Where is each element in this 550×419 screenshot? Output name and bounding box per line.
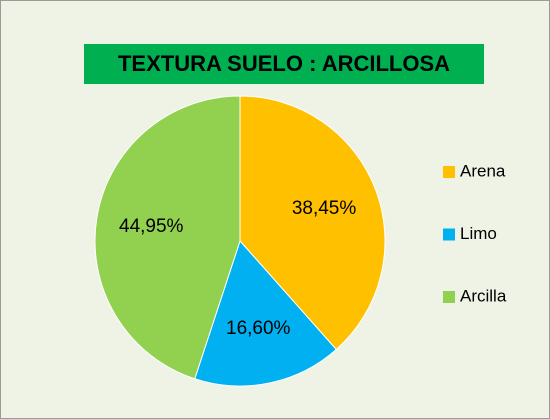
title-box [84,44,484,84]
legend-swatch [443,166,455,178]
legend-swatch [443,291,455,303]
pie-slice [239,95,386,351]
data-label: 16,60% [226,318,291,339]
pie-slice [94,95,241,380]
data-label: 38,45% [292,198,357,219]
pie-slice [194,240,337,387]
data-label: 44,95% [119,216,184,237]
legend-label: Arcilla [460,286,507,305]
legend-label: Arena [460,161,506,180]
legend-label: Limo [460,224,497,243]
legend-swatch [443,228,455,241]
chart-title: TEXTURA SUELO : ARCILLOSA [118,51,450,76]
